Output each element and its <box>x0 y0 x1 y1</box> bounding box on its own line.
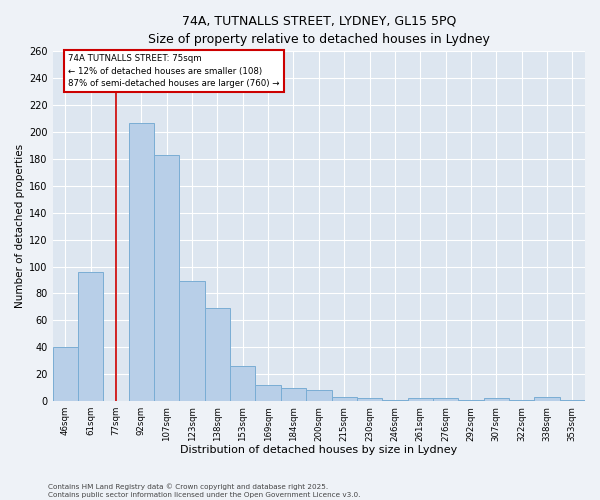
Bar <box>179 282 205 401</box>
Bar <box>256 385 281 401</box>
Bar <box>484 398 509 401</box>
Bar <box>332 397 357 401</box>
Text: 74A TUTNALLS STREET: 75sqm
← 12% of detached houses are smaller (108)
87% of sem: 74A TUTNALLS STREET: 75sqm ← 12% of deta… <box>68 54 280 88</box>
Bar <box>154 155 179 401</box>
Bar <box>53 348 78 401</box>
Bar <box>306 390 332 401</box>
Bar <box>407 398 433 401</box>
Bar <box>560 400 585 401</box>
Bar <box>129 122 154 401</box>
Bar <box>281 388 306 401</box>
Bar <box>458 400 484 401</box>
X-axis label: Distribution of detached houses by size in Lydney: Distribution of detached houses by size … <box>180 445 457 455</box>
Bar <box>357 398 382 401</box>
Text: Contains HM Land Registry data © Crown copyright and database right 2025.
Contai: Contains HM Land Registry data © Crown c… <box>48 484 361 498</box>
Bar <box>433 398 458 401</box>
Bar <box>230 366 256 401</box>
Bar <box>535 397 560 401</box>
Bar <box>509 400 535 401</box>
Bar <box>78 272 103 401</box>
Bar <box>382 400 407 401</box>
Y-axis label: Number of detached properties: Number of detached properties <box>15 144 25 308</box>
Title: 74A, TUTNALLS STREET, LYDNEY, GL15 5PQ
Size of property relative to detached hou: 74A, TUTNALLS STREET, LYDNEY, GL15 5PQ S… <box>148 15 490 46</box>
Bar <box>205 308 230 401</box>
